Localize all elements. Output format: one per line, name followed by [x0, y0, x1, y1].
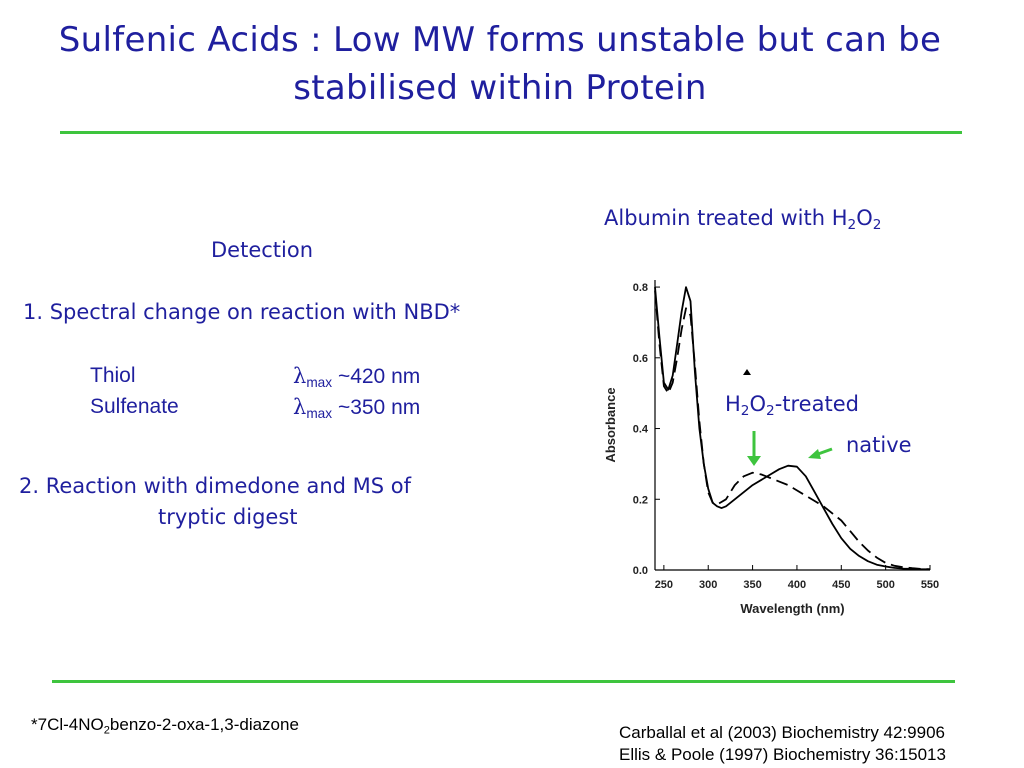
- detection-heading: Detection: [211, 238, 314, 262]
- absorbance-chart: 0.0 0.2 0.4 0.6 0.8 250 300 350 400 450 500 550 Wave…: [603, 280, 939, 616]
- method-2-text-line2: tryptic digest: [158, 505, 298, 529]
- chart-caption: Albumin treated with H2O2: [604, 206, 882, 234]
- reference-1: Carballal et al (2003) Biochemistry 42:9…: [619, 723, 946, 742]
- sulfenate-label: Sulfenate: [90, 395, 179, 418]
- y-tick-label: 0.8: [633, 282, 648, 294]
- slide-title-line1: Sulfenic Acids : Low MW forms unstable b…: [58, 20, 942, 60]
- series-line-native: [654, 286, 930, 571]
- x-tick-label: 250: [655, 579, 673, 591]
- x-tick-label: 300: [699, 579, 717, 591]
- x-axis-label: Wavelength (nm): [740, 601, 844, 616]
- x-tick-label: 350: [743, 579, 761, 591]
- y-tick-label: 0.0: [633, 565, 648, 577]
- top-divider: [60, 131, 962, 134]
- method-1-text: 1. Spectral change on reaction with NBD*: [23, 300, 461, 324]
- y-axis-label: Absorbance: [603, 387, 618, 462]
- footnote: *7Cl-4NO2benzo-2-oxa-1,3-diazone: [31, 715, 299, 737]
- treated-arrow-head: [747, 456, 761, 466]
- sulfenate-lambda: λmax ~350 nm: [293, 395, 421, 422]
- bottom-divider: [52, 680, 955, 683]
- treated-label: H2O2-treated: [725, 392, 859, 420]
- x-tick-label: 400: [788, 579, 806, 591]
- y-tick-label: 0.2: [633, 494, 648, 506]
- method-2-text-line1: 2. Reaction with dimedone and MS of: [19, 474, 411, 498]
- x-tick-label: 550: [921, 579, 939, 591]
- y-tick-label: 0.4: [633, 424, 649, 436]
- y-tick-label: 0.6: [633, 353, 648, 365]
- thiol-label: Thiol: [90, 364, 136, 387]
- native-arrow-head: [808, 449, 821, 459]
- native-arrow-shaft: [817, 447, 833, 456]
- small-triangle-marker: [743, 369, 751, 375]
- slide-title-line2: stabilised within Protein: [293, 68, 707, 108]
- x-tick-label: 450: [832, 579, 850, 591]
- reference-2: Ellis & Poole (1997) Biochemistry 36:150…: [619, 745, 946, 764]
- thiol-lambda: λmax ~420 nm: [293, 364, 421, 391]
- annotation-arrows: [743, 369, 833, 466]
- native-label: native: [846, 433, 912, 457]
- x-tick-label: 500: [876, 579, 894, 591]
- series-line-h2o2-treated: [654, 290, 931, 571]
